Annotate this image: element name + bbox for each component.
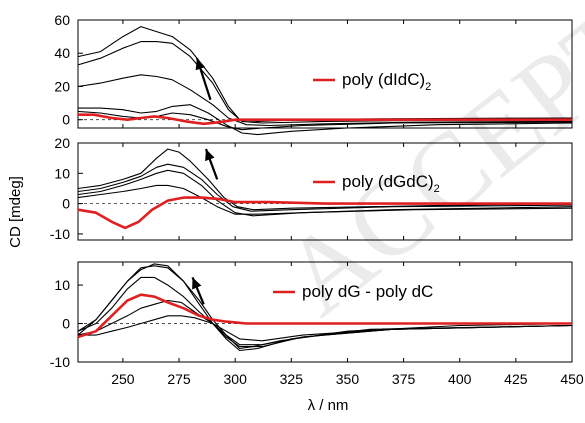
series-red-line-6 <box>78 113 572 126</box>
trend-arrow-head <box>195 58 206 71</box>
legend-label-main: poly dG - poly dC <box>302 282 433 301</box>
x-tick-label: 300 <box>224 371 248 387</box>
chart-panel-1: 0 20 40 60 poly (dIdC)2 <box>54 12 573 136</box>
series-red-line-5 <box>77 196 572 230</box>
series-red-line-6 <box>77 293 572 339</box>
y-tick-label: 10 <box>54 277 70 293</box>
series-black-line-1 <box>77 148 573 211</box>
series-black-line-5 <box>77 110 573 131</box>
x-axis-title: λ / nm <box>308 397 349 414</box>
panel-frame <box>77 261 573 363</box>
legend-label-subscript: 2 <box>425 81 431 93</box>
x-tick-label: 275 <box>167 371 191 387</box>
x-tick-label: 450 <box>560 371 584 387</box>
legend-label: poly (dGdC)2 <box>342 172 440 195</box>
x-tick-label: 425 <box>504 371 528 387</box>
y-tick-label: 0 <box>62 112 70 128</box>
series-black-line-4 <box>77 184 573 215</box>
y-tick-label: 0 <box>62 196 70 212</box>
series-black-line-4 <box>78 104 573 136</box>
panel-frame <box>77 19 573 129</box>
x-tick-label: 350 <box>336 371 360 387</box>
y-tick-label: -10 <box>50 354 70 370</box>
y-tick-label: 20 <box>54 78 70 94</box>
series-black-line-4 <box>77 299 573 346</box>
series-black-line-5 <box>78 315 573 342</box>
x-axis-ticklabels: 250 275 300 325 350 375 400 425 450 <box>111 371 584 387</box>
series-black-line-3 <box>77 276 573 348</box>
legend-label-main: poly (dGdC) <box>342 172 434 191</box>
series-black-line-2 <box>77 163 573 212</box>
y-tick-label: 40 <box>54 45 70 61</box>
y-tick-label: 0 <box>62 316 70 332</box>
x-tick-label: 400 <box>448 371 472 387</box>
legend-label: poly dG - poly dC <box>302 282 433 301</box>
trend-arrow-head <box>192 277 202 290</box>
chart-panel-2: -10 0 10 20 poly (dGdC)2 <box>50 135 573 242</box>
legend-label: poly (dIdC)2 <box>342 70 431 93</box>
y-axis-title: CD [mdeg] <box>7 176 24 248</box>
trend-arrow-head <box>205 149 215 162</box>
y-tick-label: 20 <box>54 135 70 151</box>
x-tick-label: 250 <box>111 371 135 387</box>
legend-label-main: poly (dIdC) <box>342 70 425 89</box>
chart-panel-3: -10 0 10 poly dG - poly dC <box>50 261 573 370</box>
series-black-line-3 <box>77 74 573 127</box>
y-tick-label: 60 <box>54 12 70 28</box>
y-tick-label: 10 <box>54 165 70 181</box>
x-tick-label: 325 <box>280 371 304 387</box>
y-tick-label: -10 <box>50 226 70 242</box>
x-tick-label: 375 <box>392 371 416 387</box>
legend-label-subscript: 2 <box>434 183 440 195</box>
